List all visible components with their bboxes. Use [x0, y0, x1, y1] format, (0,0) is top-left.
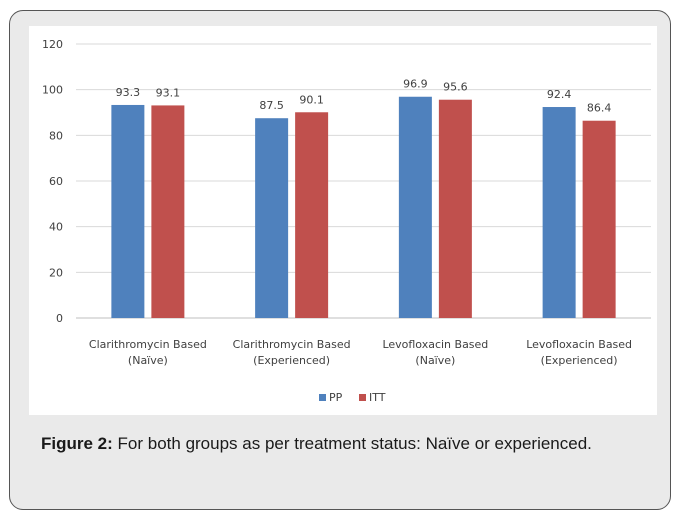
y-tick-label: 80 — [49, 129, 63, 142]
legend-label-pp: PP — [329, 391, 343, 404]
figure-frame: 0 20 40 60 80 100 120 93.3 93.1 Clarithromycin Ba… — [9, 10, 671, 510]
y-tick-label: 60 — [49, 175, 63, 188]
bar-pp — [255, 118, 289, 318]
x-category-label: (Naïve) — [415, 354, 455, 367]
bar-itt — [295, 112, 329, 318]
y-tick-label: 0 — [56, 312, 63, 325]
caption-label: Figure 2: — [41, 434, 113, 453]
caption-text: For both groups as per treatment status:… — [117, 434, 592, 453]
bar-pp — [398, 96, 432, 319]
bar-itt — [438, 99, 472, 318]
x-category-label: Clarithromycin Based — [233, 338, 351, 351]
data-label: 93.3 — [116, 86, 141, 99]
x-category-label: Levofloxacin Based — [526, 338, 632, 351]
data-label: 96.9 — [403, 78, 428, 91]
bar-pp — [111, 104, 145, 318]
y-tick-label: 120 — [42, 38, 63, 51]
y-tick-label: 100 — [42, 84, 63, 97]
data-label: 95.6 — [443, 81, 468, 94]
data-label: 87.5 — [259, 99, 284, 112]
data-label: 93.1 — [156, 86, 181, 99]
legend-swatch-pp — [319, 394, 326, 401]
x-category-label: Levofloxacin Based — [382, 338, 488, 351]
x-category-label: (Naïve) — [128, 354, 168, 367]
x-category-label: Clarithromycin Based — [89, 338, 207, 351]
bar-chart: 0 20 40 60 80 100 120 93.3 93.1 Clarithromycin Ba… — [42, 38, 651, 404]
data-label: 90.1 — [299, 93, 324, 106]
bar-pp — [542, 107, 576, 319]
legend-swatch-itt — [359, 394, 366, 401]
legend-label-itt: ITT — [369, 391, 386, 404]
figure-caption: Figure 2: For both groups as per treatme… — [41, 433, 644, 454]
chart-panel: 0 20 40 60 80 100 120 93.3 93.1 Clarithromycin Ba… — [29, 26, 657, 415]
bar-itt — [582, 120, 616, 318]
data-label: 92.4 — [547, 88, 572, 101]
bar-itt — [151, 105, 185, 319]
data-label: 86.4 — [587, 102, 612, 115]
y-tick-label: 40 — [49, 221, 63, 234]
x-category-label: (Experienced) — [253, 354, 330, 367]
x-category-label: (Experienced) — [541, 354, 618, 367]
y-tick-label: 20 — [49, 266, 63, 279]
